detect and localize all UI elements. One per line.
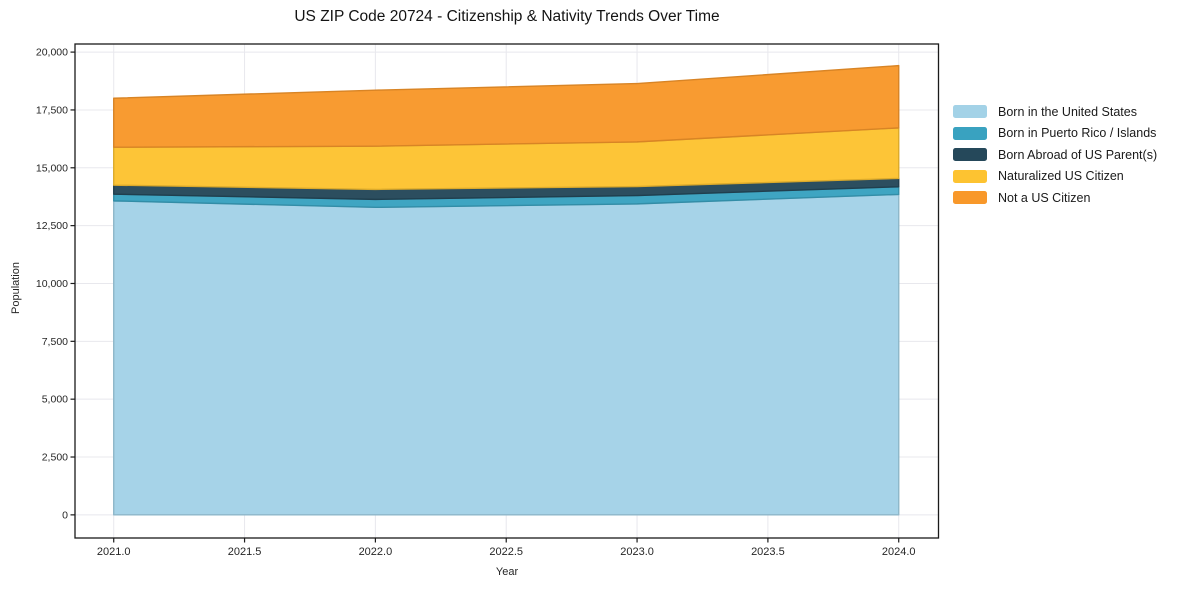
x-tick-label: 2021.5 xyxy=(228,546,262,558)
legend-label: Born in the United States xyxy=(998,104,1137,119)
x-tick-label: 2021.0 xyxy=(97,546,131,558)
x-tick-label: 2024.0 xyxy=(882,546,916,558)
legend-swatch xyxy=(953,148,987,161)
legend-item-born-abroad: Born Abroad of US Parent(s) xyxy=(953,147,1157,162)
x-axis-label: Year xyxy=(495,566,519,578)
y-tick-label: 17,500 xyxy=(36,104,68,116)
y-tick-label: 12,500 xyxy=(36,220,68,232)
legend-item-born-pr-islands: Born in Puerto Rico / Islands xyxy=(953,126,1157,141)
x-tick-label: 2022.5 xyxy=(489,546,523,558)
legend-label: Born Abroad of US Parent(s) xyxy=(998,147,1158,162)
legend: Born in the United States Born in Puerto … xyxy=(953,104,1157,205)
y-tick-label: 20,000 xyxy=(36,47,68,59)
x-tick-label: 2022.0 xyxy=(359,546,393,558)
legend-swatch xyxy=(953,169,987,183)
legend-item-naturalized: Naturalized US Citizen xyxy=(953,169,1157,184)
y-tick-label: 0 xyxy=(62,509,68,521)
y-tick-label: 10,000 xyxy=(36,278,68,290)
y-tick-label: 7,500 xyxy=(42,336,68,348)
legend-item-not-citizen: Not a US Citizen xyxy=(953,190,1157,205)
area-not-citizen xyxy=(113,64,900,148)
legend-label: Not a US Citizen xyxy=(998,190,1091,205)
legend-swatch xyxy=(953,191,987,204)
legend-label: Naturalized US Citizen xyxy=(998,169,1124,183)
legend-item-born-us: Born in the United States xyxy=(953,104,1157,119)
y-tick-label: 5,000 xyxy=(42,394,68,406)
legend-swatch xyxy=(953,126,987,140)
y-tick-label: 15,000 xyxy=(36,162,68,174)
y-axis-label: Population xyxy=(10,262,22,314)
area-born-us xyxy=(113,193,900,516)
legend-swatch xyxy=(953,105,987,118)
chart-title: US ZIP Code 20724 - Citizenship & Nativi… xyxy=(294,8,720,25)
x-tick-label: 2023.0 xyxy=(620,546,654,558)
legend-label: Born in Puerto Rico / Islands xyxy=(998,126,1157,140)
x-tick-label: 2023.5 xyxy=(751,546,785,558)
y-tick-label: 2,500 xyxy=(42,452,68,464)
